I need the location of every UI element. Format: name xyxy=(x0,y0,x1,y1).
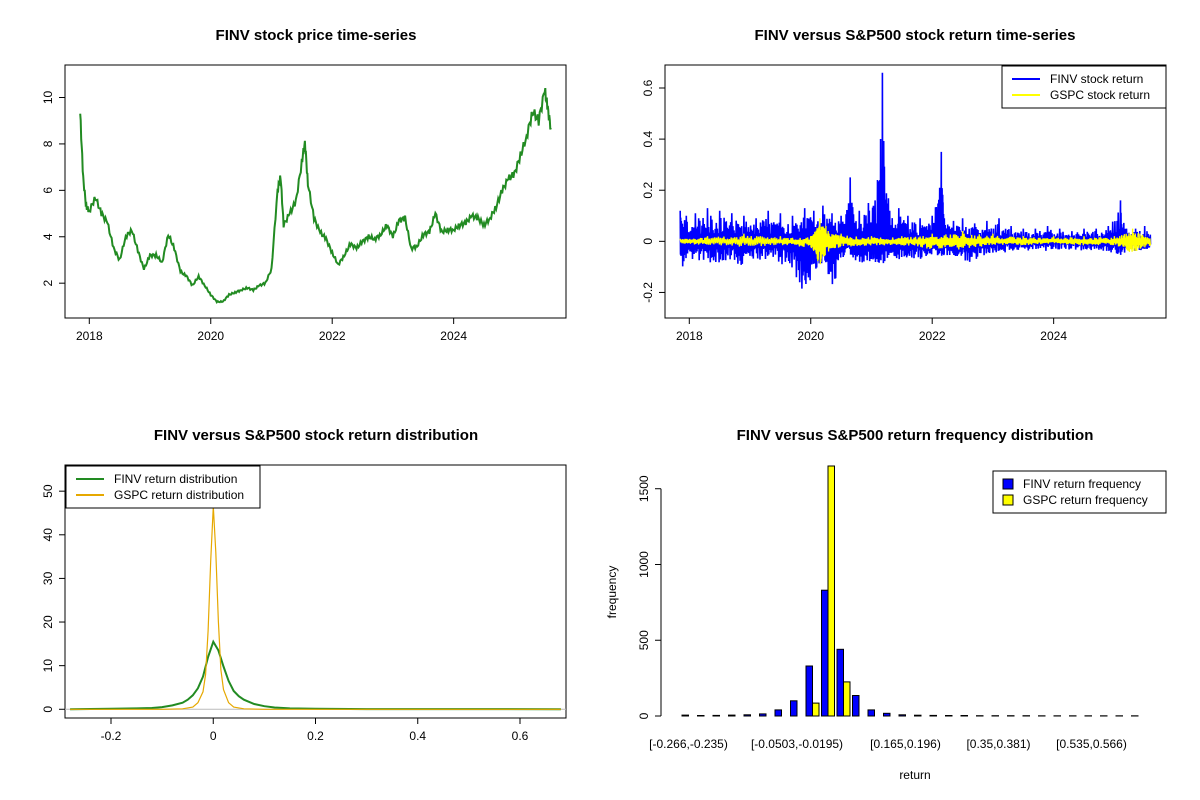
return-distribution-xtick-label: 0.4 xyxy=(409,729,426,743)
price-chart-ytick-label: 8 xyxy=(41,140,55,147)
return-frequency-xtick-label: [-0.266,-0.235) xyxy=(649,737,728,751)
return-frequency-xlabel: return xyxy=(899,768,930,782)
return-frequency-xtick-label: [0.535,0.566) xyxy=(1056,737,1127,751)
return-frequency-ytick-label: 0 xyxy=(637,712,651,719)
price-chart-xtick-label: 2018 xyxy=(76,329,103,343)
return-distribution-ytick-label: 20 xyxy=(41,615,55,629)
finv-frequency-bar xyxy=(697,715,705,717)
finv-density-line xyxy=(70,639,561,711)
gspc-frequency-bar xyxy=(843,681,851,717)
return-timeseries-ytick-label: -0.2 xyxy=(641,282,655,303)
return-timeseries-xtick-label: 2022 xyxy=(919,329,946,343)
return-frequency-chart: FINV versus S&P500 return frequency dist… xyxy=(605,427,1167,782)
finv-frequency-bar xyxy=(681,714,689,717)
return-frequency-xtick-label: [0.35,0.381) xyxy=(966,737,1030,751)
return-frequency-legend-box xyxy=(992,470,1167,514)
return-distribution-chart: FINV versus S&P500 stock return distribu… xyxy=(41,427,567,743)
return-frequency-ytick-label: 1500 xyxy=(637,475,651,502)
return-distribution-ytick-label: 30 xyxy=(41,571,55,585)
gspc-return-line xyxy=(679,218,1152,265)
return-frequency-legend-swatch xyxy=(1002,478,1014,490)
return-timeseries-legend-label: FINV stock return xyxy=(1050,72,1143,86)
price-chart-xtick-label: 2024 xyxy=(440,329,467,343)
finv-frequency-bar xyxy=(945,715,953,717)
return-distribution-marks: -0.2 0 0.2 0.4 0.6 0 10 20 30 40 50 FINV return dis… xyxy=(41,465,566,743)
return-distribution-xtick-label: -0.2 xyxy=(101,729,122,743)
finv-frequency-bar xyxy=(867,709,875,717)
return-frequency-legend-label: FINV return frequency xyxy=(1023,477,1141,491)
return-distribution-ytick-label: 50 xyxy=(41,484,55,498)
price-chart-xtick-label: 2022 xyxy=(319,329,346,343)
gspc-frequency-bar xyxy=(812,702,820,717)
return-timeseries-ytick-label: 0.6 xyxy=(641,79,655,96)
return-distribution-ytick-label: 0 xyxy=(41,706,55,713)
return-distribution-legend-box xyxy=(65,465,261,509)
return-timeseries-xtick-label: 2020 xyxy=(797,329,824,343)
return-timeseries-xtick-label: 2024 xyxy=(1040,329,1067,343)
return-frequency-title: FINV versus S&P500 return frequency dist… xyxy=(737,427,1094,444)
price-chart: FINV stock price time-series 2018 2020 202… xyxy=(41,27,567,343)
return-timeseries-marks: 2018 2020 2022 2024 -0.2 0 0.2 0.4 0.6 FINV stock… xyxy=(641,65,1167,343)
return-frequency-ytick-label: 1000 xyxy=(637,551,651,578)
finv-frequency-bar xyxy=(712,714,720,717)
price-chart-ytick-label: 6 xyxy=(41,187,55,194)
finv-frequency-bar xyxy=(898,714,906,717)
price-chart-marks: 2018 2020 2022 2024 2 4 6 8 10 xyxy=(41,87,552,343)
gspc-frequency-bar xyxy=(827,465,835,717)
price-chart-plot-frame xyxy=(64,64,567,319)
finv-frequency-bar xyxy=(852,695,860,717)
return-frequency-ytick-label: 500 xyxy=(637,630,651,650)
return-timeseries-ytick-label: 0.4 xyxy=(641,130,655,147)
return-timeseries-chart: FINV versus S&P500 stock return time-ser… xyxy=(641,27,1167,343)
return-timeseries-legend-box xyxy=(1001,65,1167,109)
return-distribution-legend-label: GSPC return distribution xyxy=(114,488,244,502)
return-distribution-ytick-label: 10 xyxy=(41,659,55,673)
return-timeseries-title: FINV versus S&P500 stock return time-ser… xyxy=(755,27,1076,44)
price-chart-ytick-label: 10 xyxy=(41,91,55,105)
price-chart-title: FINV stock price time-series xyxy=(216,27,417,44)
finv-frequency-bar xyxy=(960,715,968,717)
price-chart-ytick-label: 4 xyxy=(41,233,55,240)
price-chart-xtick-label: 2020 xyxy=(197,329,224,343)
return-frequency-xtick-label: [-0.0503,-0.0195) xyxy=(751,737,843,751)
finv-frequency-bar xyxy=(743,714,751,717)
finv-frequency-bar xyxy=(836,648,844,717)
finv-frequency-bar xyxy=(914,714,922,717)
return-timeseries-ytick-label: 0.2 xyxy=(641,182,655,199)
return-distribution-legend-label: FINV return distribution xyxy=(114,472,237,486)
finv-frequency-bar xyxy=(821,589,829,717)
return-frequency-legend-label: GSPC return frequency xyxy=(1023,493,1148,507)
gspc-density-line xyxy=(70,506,561,710)
return-distribution-xtick-label: 0 xyxy=(210,729,217,743)
return-distribution-title: FINV versus S&P500 stock return distribu… xyxy=(154,427,478,444)
price-series-line xyxy=(79,87,552,304)
return-timeseries-ytick-label: 0 xyxy=(641,238,655,245)
return-frequency-marks: 0 500 1000 1500 [-0.266,-0.235) [-0.0503,-0.0… xyxy=(637,465,1167,751)
finv-frequency-bar xyxy=(929,714,937,717)
return-timeseries-legend-label: GSPC stock return xyxy=(1050,88,1150,102)
finv-frequency-bar xyxy=(774,709,782,717)
return-distribution-ytick-label: 40 xyxy=(41,528,55,542)
return-distribution-xtick-label: 0.6 xyxy=(512,729,529,743)
return-timeseries-xtick-label: 2018 xyxy=(676,329,703,343)
price-chart-ytick-label: 2 xyxy=(41,280,55,287)
finv-frequency-bar xyxy=(790,700,798,717)
finv-frequency-bar xyxy=(759,713,767,717)
return-frequency-xtick-label: [0.165,0.196) xyxy=(870,737,941,751)
return-distribution-xtick-label: 0.2 xyxy=(307,729,324,743)
finv-frequency-bar xyxy=(883,712,891,717)
return-frequency-ylabel: frequency xyxy=(605,566,619,619)
finv-frequency-bar xyxy=(728,714,736,717)
finv-return-line xyxy=(679,72,1152,289)
finv-frequency-bar xyxy=(805,665,813,717)
return-frequency-legend-swatch xyxy=(1002,494,1014,506)
